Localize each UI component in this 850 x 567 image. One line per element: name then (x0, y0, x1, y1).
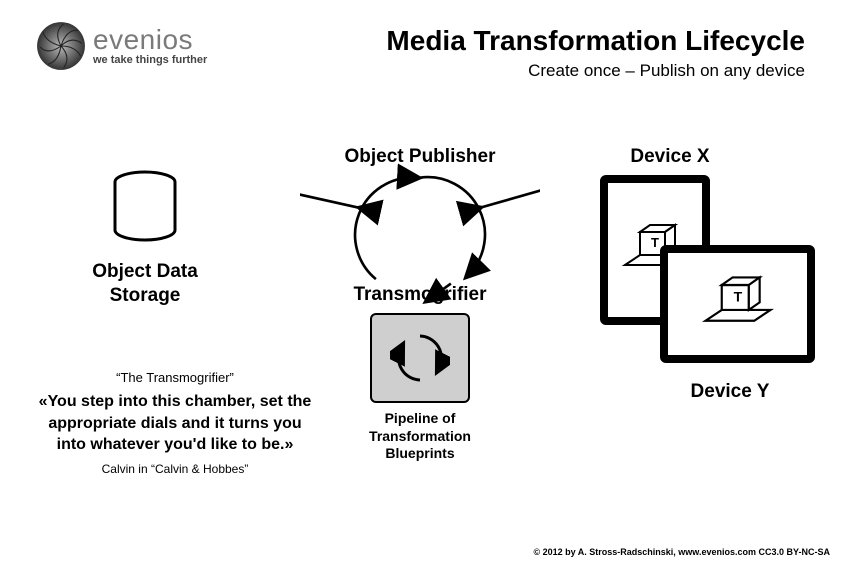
quote-attribution: Calvin in “Calvin & Hobbes” (35, 462, 315, 476)
swirl-icon (35, 20, 87, 72)
label-device-x: Device X (610, 145, 730, 169)
quote-body: «You step into this chamber, set the app… (35, 391, 315, 456)
header: Media Transformation Lifecycle Create on… (386, 25, 805, 81)
box-letter: T (733, 288, 742, 304)
label-device-y: Device Y (670, 380, 790, 404)
box-letter: T (651, 235, 659, 250)
database-icon (110, 170, 180, 250)
quote-block: “The Transmogrifier” «You step into this… (35, 370, 315, 476)
label-pipeline: Pipeline of Transformation Blueprints (340, 410, 500, 463)
logo: evenios we take things further (35, 20, 207, 72)
copyright: © 2012 by A. Stross-Radschinski, www.eve… (533, 547, 830, 557)
device-y: T (660, 245, 815, 363)
transmogrifier-box (370, 313, 470, 403)
quote-title: “The Transmogrifier” (35, 370, 315, 385)
logo-tagline: we take things further (93, 55, 207, 66)
cycle-arrows (300, 160, 540, 310)
cycle-small-icon (390, 328, 450, 388)
page-subtitle: Create once – Publish on any device (386, 61, 805, 81)
label-object-storage: Object Data Storage (65, 260, 225, 308)
box-icon: T (698, 272, 778, 337)
page-title: Media Transformation Lifecycle (386, 25, 805, 57)
logo-brand: evenios (93, 26, 207, 54)
